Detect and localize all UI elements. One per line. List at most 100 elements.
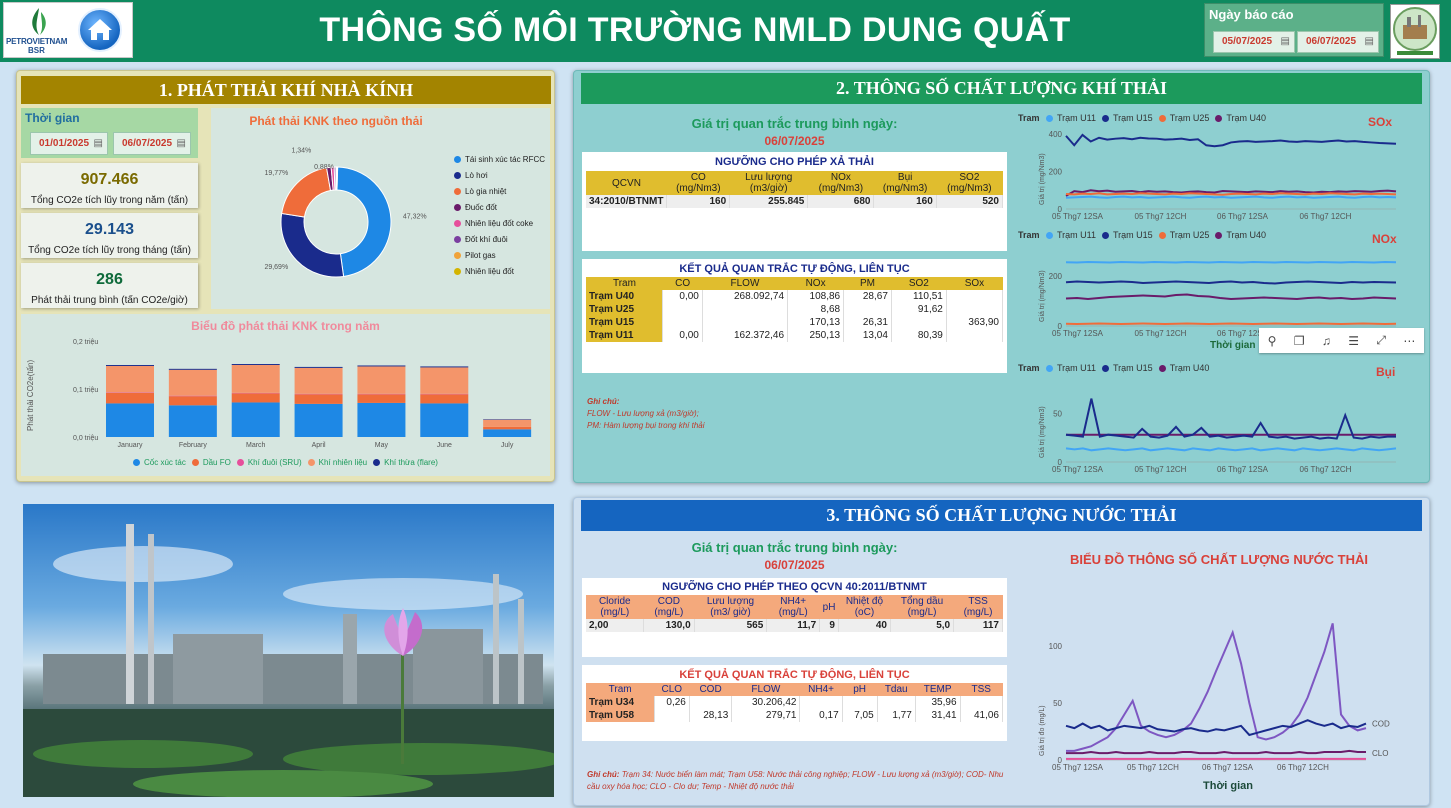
table-header-cell[interactable]: COD (mg/L) [643,595,695,619]
x-axis-tick: 05 Thg7 12CH [1135,212,1187,221]
focus-mode-icon[interactable]: ⤢ [1376,333,1386,347]
bar-legend-item[interactable]: Cốc xúc tác [133,458,186,467]
table-header-cell[interactable]: PM [843,277,892,290]
line-legend-item[interactable]: Trạm U15 [1102,113,1153,123]
table-header-cell[interactable]: Tổng dầu (mg/L) [890,595,954,619]
donut-legend-label: Pilot gas [465,251,496,260]
line-legend-item[interactable]: Trạm U11 [1046,230,1096,240]
table-header-cell[interactable]: pH [819,595,839,619]
more-options-icon[interactable]: ⋯ [1403,333,1416,348]
table-row[interactable]: 2,00 130,0 565 11,7 9 40 5,0 117 [586,619,1003,632]
line-legend-label: Trạm U40 [1226,113,1267,123]
table-header-cell[interactable]: Tram [586,683,655,696]
table-cell: 40 [838,619,891,632]
donut-data-label: 19,77% [264,170,288,177]
table-header-cell[interactable]: Bụi (mg/Nm3) [873,171,937,195]
bar-segment [168,405,217,437]
bar-legend-item[interactable]: Khí nhiên liệu [307,458,367,467]
kpi-card-month: 29.143 Tổng CO2e tích lũy trong tháng (t… [21,213,198,258]
home-button[interactable] [78,8,122,52]
table-header-cell[interactable]: Tram [586,277,663,290]
table-header-cell[interactable]: NOx [787,277,844,290]
donut-legend-item[interactable]: Đốt khí đuôi [454,235,550,244]
table-header-cell[interactable]: TSS (mg/L) [953,595,1003,619]
table-header-cell[interactable]: CLO [654,683,690,696]
donut-legend-item[interactable]: Pilot gas [454,251,550,260]
table-header-cell[interactable]: COD [689,683,732,696]
table-header-cell[interactable]: CO (mg/Nm3) [666,171,730,195]
donut-legend-item[interactable]: Đuốc đốt [454,203,550,212]
line-legend-item[interactable]: Trạm U15 [1102,363,1153,373]
table-row[interactable]: Trạm U11 0,00 162.372,46 250,13 13,04 80,39 [586,329,1004,342]
water-chart-title: BIỂU ĐỒ THÔNG SỐ CHẤT LƯỢNG NƯỚC THẢI [1070,552,1368,567]
period-date-to[interactable]: 06/07/2025 ▤ [113,132,191,155]
copy-icon[interactable]: ❐ [1293,333,1305,348]
table-row[interactable]: Trạm U15 170,13 26,31 363,90 [586,316,1004,329]
bar-legend-item[interactable]: Khí thừa (flare) [373,458,438,467]
table-header-cell[interactable]: QCVN [586,171,667,195]
table-header-cell[interactable]: NH4+ [799,683,843,696]
sox-legend-title: Tram [1018,113,1040,123]
filter-icon[interactable]: ☰ [1348,333,1360,348]
table-header-cell[interactable]: FLOW [731,683,800,696]
bar-legend-item[interactable]: Khí đuôi (SRU) [236,458,302,467]
period-date-from[interactable]: 01/01/2025 ▤ [30,132,108,155]
line-legend-item[interactable]: Trạm U25 [1158,230,1209,240]
table-row[interactable]: Trạm U34 0,26 30.206,42 35,96 [586,696,1004,709]
table-cell: 0,26 [654,696,690,709]
table-cell: 13,04 [843,329,892,342]
bar-legend-item[interactable]: Dầu FO [191,458,231,467]
table-cell [689,696,733,709]
line-legend-item[interactable]: Trạm U15 [1102,230,1153,240]
table-header-cell[interactable]: TEMP [915,683,961,696]
line-legend-item[interactable]: Trạm U11 [1046,113,1096,123]
bar-segment [106,365,154,366]
table-row[interactable]: 34:2010/BTNMT 160 255.845 680 160 520 [586,195,1004,208]
series-line [1065,322,1397,326]
donut-legend-item[interactable]: Nhiên liệu đốt [454,267,550,276]
line-legend-item[interactable]: Trạm U11 [1046,363,1096,373]
table-header-cell[interactable]: Cloride (mg/L) [586,595,644,619]
table-header-cell[interactable]: Lưu lượng (m3/ giờ) [694,595,767,619]
air-note-pm: PM: Hàm lượng bụi trong khí thải [587,421,705,430]
period-date-to-value: 06/07/2025 [122,138,173,149]
table-header-cell[interactable]: FLOW [702,277,788,290]
table-header-cell[interactable]: SO2 (mg/Nm3) [936,171,1003,195]
line-legend-item[interactable]: Trạm U40 [1215,230,1266,240]
x-axis-tick: 05 Thg7 12CH [1135,329,1187,338]
table-header-cell[interactable]: NOx (mg/Nm3) [807,171,874,195]
table-row[interactable]: Trạm U58 28,13 279,71 0,17 7,05 1,77 31,41 41,0… [586,709,1004,722]
line-legend-item[interactable]: Trạm U25 [1158,113,1209,123]
table-header-cell[interactable]: Lưu lượng (m3/giờ) [729,171,808,195]
table-row[interactable]: Trạm U40 0,00 268.092,74 108,86 28,67 110,51 [586,290,1004,303]
donut-legend-item[interactable]: Nhiên liệu đốt coke [454,219,550,228]
table-header-cell[interactable]: CO [662,277,703,290]
line-legend-item[interactable]: Trạm U40 [1215,113,1266,123]
table-header-cell[interactable]: SOx [946,277,1003,290]
table-header-cell[interactable]: NH4+ (mg/L) [766,595,820,619]
kpi-month-value: 29.143 [85,221,134,238]
bar-x-tick: June [437,442,452,449]
table-row[interactable]: Trạm U25 8,68 91,62 [586,303,1004,316]
report-date-from[interactable]: 05/07/2025 ▤ [1213,31,1295,53]
legend-marker-icon [454,236,461,243]
legend-marker-icon [1158,231,1166,239]
bell-icon[interactable]: ♫ [1321,333,1331,348]
calendar-icon: ▤ [93,138,103,149]
table-header-cell[interactable]: TSS [960,683,1003,696]
bar-segment [231,365,280,393]
table-header-cell[interactable]: Nhiệt độ (oC) [838,595,891,619]
legend-marker-icon [1215,114,1223,122]
line-legend-item[interactable]: Trạm U40 [1158,363,1209,373]
table-header-cell[interactable]: SO2 [891,277,947,290]
donut-legend-item[interactable]: Tái sinh xúc tác RFCC [454,155,550,164]
donut-legend-label: Lò hơi [465,171,488,180]
table-header-cell[interactable]: Tdau [877,683,916,696]
donut-legend-item[interactable]: Lò gia nhiệt [454,187,550,196]
table-header-cell[interactable]: pH [842,683,878,696]
donut-legend-item[interactable]: Lò hơi [454,171,550,180]
pin-icon[interactable]: ⚲ [1267,333,1277,348]
legend-marker-icon [454,172,461,179]
report-date-to[interactable]: 06/07/2025 ▤ [1297,31,1379,53]
y-axis-tick: 100 [1049,642,1063,651]
